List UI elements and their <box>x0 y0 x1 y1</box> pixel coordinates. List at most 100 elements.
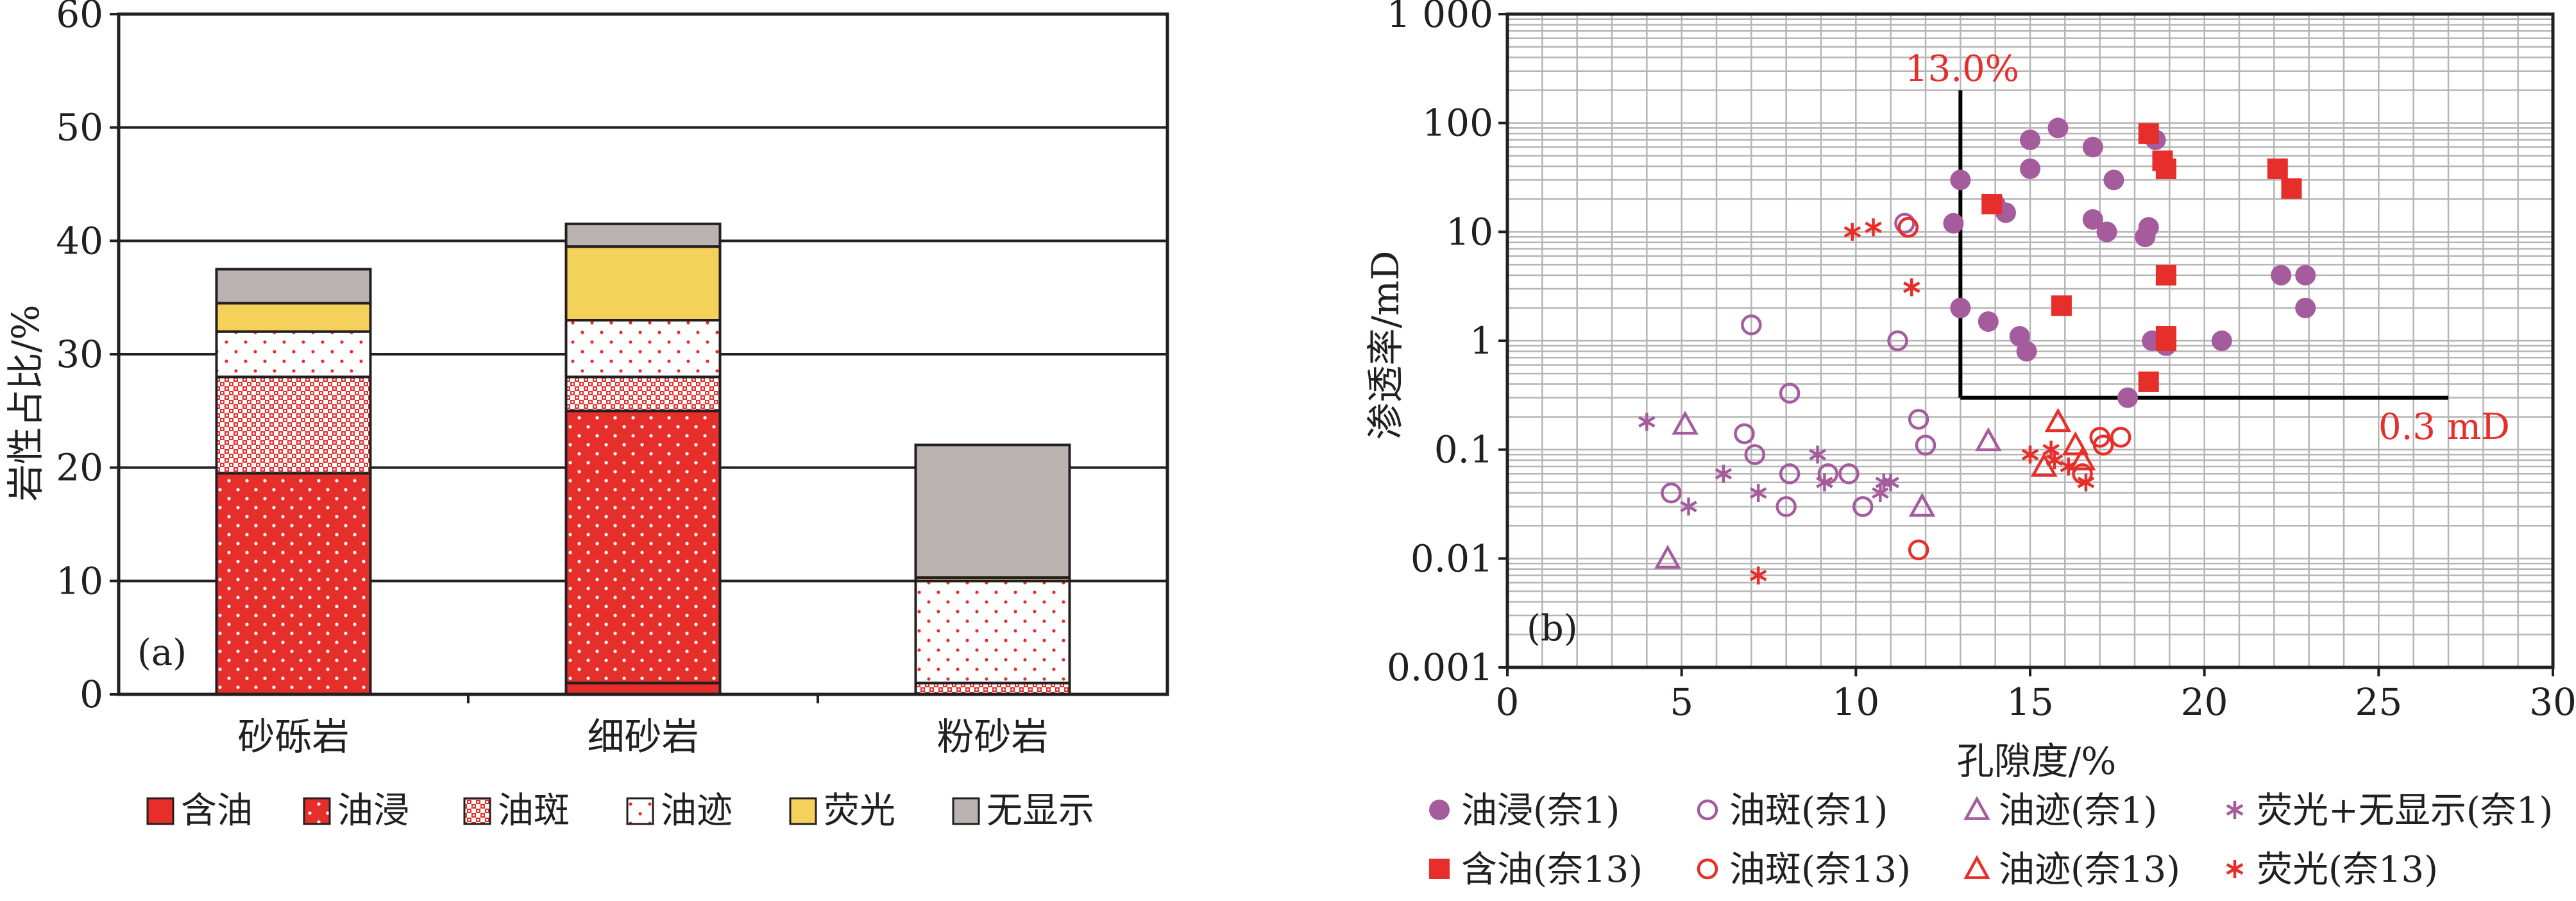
b-legend-label: 油迹(奈1) <box>1999 790 2157 832</box>
b-point <box>1981 194 2003 215</box>
b-legend-marker <box>1963 855 1990 879</box>
b-point <box>1915 434 1936 456</box>
a-bar-segment <box>215 472 372 696</box>
a-category-label: 细砂岩 <box>587 715 699 759</box>
b-point <box>1680 497 1697 516</box>
b-point <box>2155 158 2176 179</box>
b-y-axis-label: 渗透率/mD <box>1364 250 1407 440</box>
b-point <box>1887 330 1908 352</box>
b-point <box>2062 431 2089 456</box>
a-legend: 含油 油浸 油斑 油迹 荧光 无显示 <box>146 790 1094 832</box>
a-legend-label: 含油 <box>181 790 253 832</box>
b-point <box>1734 423 1755 445</box>
b-point <box>2103 169 2124 191</box>
b-point <box>2295 264 2316 286</box>
b-point <box>2077 473 2095 492</box>
b-point <box>2096 221 2117 243</box>
a-legend-swatch <box>952 797 980 825</box>
a-bar-segment <box>914 443 1071 579</box>
b-y-tick-label: 1 <box>1470 319 1493 363</box>
a-bar-segment <box>564 682 722 696</box>
a-y-tick-label: 20 <box>56 446 103 490</box>
b-legend-marker <box>2226 860 2244 878</box>
b-point <box>2110 427 2131 448</box>
b-legend-marker <box>1697 799 1718 821</box>
a-bar-segment <box>215 302 372 333</box>
a-legend-swatch <box>789 797 817 825</box>
b-point <box>1852 496 1874 517</box>
b-x-tick-label: 30 <box>2529 680 2576 724</box>
b-y-tick-label: 100 <box>1422 101 1493 145</box>
b-legend-label: 荧光(奈13) <box>2257 849 2438 891</box>
a-legend-swatch <box>303 797 331 825</box>
b-x-tick-labels: 0 5 10 15 20 25 30 <box>1496 680 2576 724</box>
b-x-tick-label: 20 <box>2181 680 2228 724</box>
a-legend-label: 油浸 <box>337 790 409 832</box>
b-point <box>1897 217 1919 238</box>
b-cutoff-lines <box>1958 90 2448 400</box>
a-category-label: 砂砾岩 <box>237 715 349 759</box>
b-point <box>1950 169 1971 191</box>
a-legend-swatch <box>626 797 654 825</box>
b-point <box>1775 496 1797 517</box>
a-y-tick-labels: 0 10 20 30 40 50 60 <box>56 0 103 716</box>
a-bar-segment <box>564 319 722 379</box>
b-x-axis-label: 孔隙度/% <box>1957 739 2117 783</box>
b-point <box>2042 440 2060 459</box>
b-point <box>1816 473 1833 492</box>
panel-a-bar-chart: 0 10 20 30 40 50 60 砂砾岩 细砂岩 粉砂岩 岩性占比/% (a) 含油 油浸 油… <box>4 0 1169 832</box>
a-legend-label: 油迹 <box>661 790 733 832</box>
a-bar-segment <box>564 245 722 322</box>
b-point <box>2051 295 2072 316</box>
b-point <box>1974 427 2002 452</box>
b-points <box>1638 117 2316 585</box>
b-point <box>2082 137 2103 158</box>
a-axes <box>110 12 1169 703</box>
b-point <box>2044 408 2072 433</box>
b-x-tick-label: 10 <box>1832 680 1879 724</box>
b-point <box>1875 473 1893 492</box>
b-point <box>1741 314 1762 336</box>
b-point <box>2020 129 2040 150</box>
b-point <box>1779 463 1801 485</box>
b-point <box>1978 311 1999 332</box>
a-y-tick-label: 10 <box>56 559 103 603</box>
b-point <box>2281 178 2302 199</box>
b-point <box>1843 223 1861 241</box>
b-point <box>1903 278 1920 296</box>
panel-b-scatter-plot: 0.001 0.01 0.1 1 10 100 1 000 0 5 10 15 20 25 30 孔隙度… <box>1364 0 2576 891</box>
b-y-tick-label: 0.01 <box>1411 536 1493 580</box>
b-point <box>2155 264 2176 286</box>
b-legend-marker <box>1963 796 1990 820</box>
a-bar-segment <box>564 375 722 413</box>
a-bar-segment <box>215 268 372 305</box>
b-gridlines <box>1507 14 2553 667</box>
b-legend: 油浸(奈1) 油斑(奈1) 油迹(奈1) 荧光+无显示(奈1) 含油(奈13) 油斑(奈1… <box>1429 790 2553 891</box>
b-point <box>1654 544 1681 569</box>
b-y-tick-labels: 0.001 0.01 0.1 1 10 100 1 000 <box>1387 0 1493 689</box>
b-point <box>1672 410 1699 435</box>
b-point <box>2211 330 2232 351</box>
b-porosity-cutoff-label: 13.0% <box>1905 48 2019 90</box>
b-axes <box>1498 12 2555 676</box>
b-point <box>1715 465 1733 483</box>
a-y-tick-label: 0 <box>80 673 103 716</box>
b-legend-label: 荧光+无显示(奈1) <box>2257 790 2553 832</box>
a-legend-swatch <box>463 797 491 825</box>
b-point <box>1943 212 1964 234</box>
b-legend-label: 含油(奈13) <box>1461 849 1643 891</box>
b-x-tick-label: 25 <box>2355 680 2402 724</box>
b-legend-marker <box>1697 858 1718 880</box>
b-legend-label: 油斑(奈13) <box>1729 849 1911 891</box>
b-point <box>2060 457 2078 476</box>
a-bar-segment <box>564 409 722 685</box>
b-point <box>2047 117 2069 139</box>
b-point <box>1908 409 1929 430</box>
b-panel-label: (b) <box>1527 608 1578 649</box>
b-legend-marker <box>2226 801 2244 819</box>
a-panel-label: (a) <box>137 632 187 674</box>
a-y-tick-label: 30 <box>56 332 103 376</box>
a-y-tick-label: 50 <box>56 106 103 150</box>
b-x-tick-label: 5 <box>1670 680 1693 724</box>
